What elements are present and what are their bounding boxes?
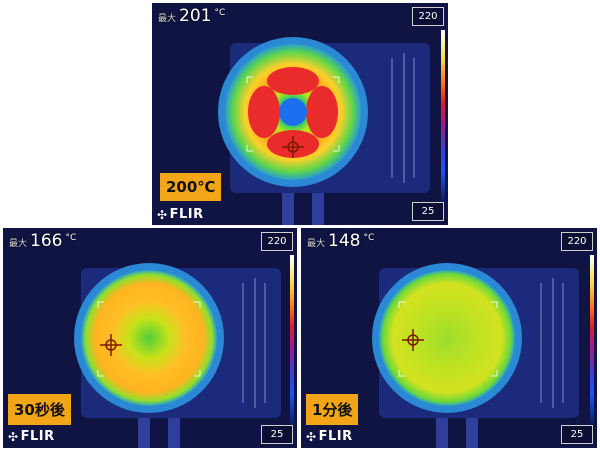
flir-mark-icon: ✣ xyxy=(157,207,168,222)
temp-unit: °C xyxy=(214,8,226,18)
max-label: 最大 xyxy=(158,14,177,24)
scale-min: 25 xyxy=(561,425,593,444)
crosshair-icon xyxy=(100,334,122,356)
condition-tag: 1分後 xyxy=(306,394,359,425)
color-scale-bar xyxy=(290,255,294,425)
max-value: 166 xyxy=(30,231,63,251)
max-label: 最大 xyxy=(9,239,28,249)
brand-text: FLIR xyxy=(169,207,204,222)
temp-unit: °C xyxy=(363,233,375,243)
max-temp-readout: 最大 201 °C xyxy=(158,6,225,26)
max-temp-readout: 最大 166 °C xyxy=(9,231,76,251)
thermal-panel-top: 最大 201 °C 220 25 200℃ ✣ FLIR xyxy=(152,3,448,225)
temp-unit: °C xyxy=(65,233,77,243)
brand-text: FLIR xyxy=(20,429,55,444)
thermal-image-top xyxy=(218,37,430,225)
color-scale-bar xyxy=(590,255,594,425)
thermal-image-right xyxy=(372,263,579,448)
thermal-panel-left: 最大 166 °C 220 25 30秒後 ✣ FLIR xyxy=(3,228,297,448)
scale-min: 25 xyxy=(412,202,444,221)
flir-logo: ✣ FLIR xyxy=(157,207,204,222)
max-value: 148 xyxy=(328,231,361,251)
max-label: 最大 xyxy=(307,239,326,249)
crosshair-icon xyxy=(282,136,304,158)
scale-max: 220 xyxy=(561,232,593,251)
condition-tag: 30秒後 xyxy=(8,394,71,425)
brand-text: FLIR xyxy=(318,429,353,444)
scale-min: 25 xyxy=(261,425,293,444)
crosshair-icon xyxy=(402,329,424,351)
max-value: 201 xyxy=(179,6,212,26)
thermal-panel-right: 最大 148 °C 220 25 1分後 ✣ FLIR xyxy=(301,228,597,448)
flir-mark-icon: ✣ xyxy=(8,429,19,444)
condition-tag: 200℃ xyxy=(160,173,222,201)
flir-logo: ✣ FLIR xyxy=(306,429,353,444)
scale-max: 220 xyxy=(261,232,293,251)
thermal-image-left xyxy=(74,263,281,448)
max-temp-readout: 最大 148 °C xyxy=(307,231,374,251)
flir-mark-icon: ✣ xyxy=(306,429,317,444)
scale-max: 220 xyxy=(412,7,444,26)
color-scale-bar xyxy=(441,30,445,202)
flir-logo: ✣ FLIR xyxy=(8,429,55,444)
